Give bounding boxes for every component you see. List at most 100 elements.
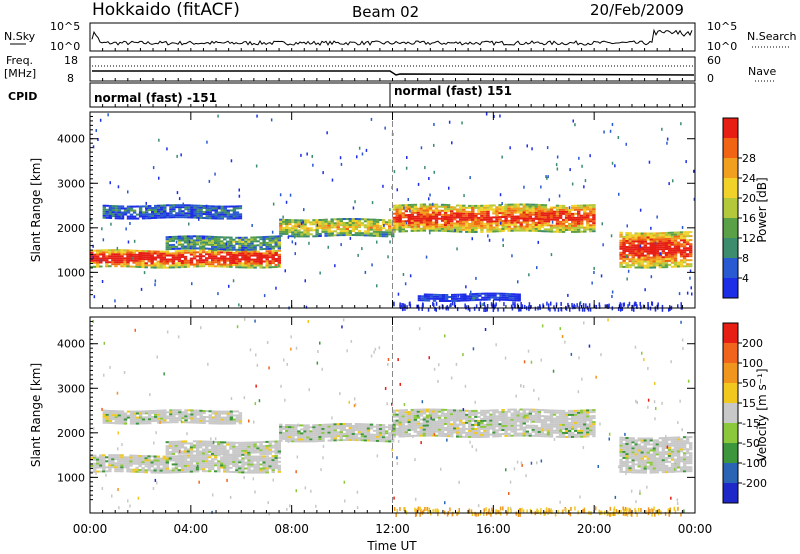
heatmap-cell xyxy=(489,224,493,227)
heatmap-cell xyxy=(564,216,569,219)
heatmap-cell xyxy=(138,420,143,423)
heatmap-cell xyxy=(437,432,442,435)
heatmap-cell xyxy=(670,243,675,246)
heatmap-cell xyxy=(514,304,516,309)
heatmap-cell xyxy=(154,204,158,207)
heatmap-cell xyxy=(475,292,479,295)
heatmap-cell xyxy=(366,425,371,428)
heatmap-cell xyxy=(111,209,116,212)
heatmap-cell xyxy=(202,213,206,215)
heatmap-cell xyxy=(580,222,584,225)
heatmap-cell xyxy=(628,236,632,239)
heatmap-cell xyxy=(232,205,237,208)
heatmap-cell xyxy=(247,445,251,448)
heatmap-cell xyxy=(174,446,179,449)
heatmap-cell xyxy=(244,258,248,261)
heatmap-cell xyxy=(253,240,257,243)
heatmap-cell xyxy=(229,248,233,251)
heatmap-cell xyxy=(531,205,536,208)
heatmap-cell xyxy=(165,260,170,263)
heatmap-cell xyxy=(274,235,278,238)
heatmap-cell xyxy=(498,204,502,207)
heatmap-cell xyxy=(577,212,581,215)
heatmap-cell xyxy=(111,207,116,210)
heatmap-cell xyxy=(166,421,170,424)
heatmap-cell xyxy=(238,240,242,243)
heatmap-cell xyxy=(174,465,179,468)
heatmap-cell xyxy=(159,262,164,265)
heatmap-cell xyxy=(492,431,496,434)
heatmap-cell xyxy=(466,297,470,300)
heatmap-cell xyxy=(169,206,173,209)
heatmap-cell xyxy=(253,258,257,261)
heatmap-cell xyxy=(117,211,122,214)
heatmap-cell xyxy=(504,434,508,437)
heatmap-cell xyxy=(205,209,209,212)
heatmap-cell xyxy=(268,237,272,240)
heatmap-cell xyxy=(434,221,439,224)
heatmap-cell xyxy=(673,265,678,268)
heatmap-cell xyxy=(253,465,257,468)
heatmap-cell xyxy=(643,256,648,259)
heatmap-cell xyxy=(634,258,638,261)
heatmap-cell xyxy=(450,208,454,211)
heatmap-cell xyxy=(129,418,134,421)
heatmap-cell xyxy=(342,232,347,235)
heatmap-cell xyxy=(178,411,182,414)
heatmap-cell xyxy=(241,264,245,267)
heatmap-cell xyxy=(288,223,292,226)
heatmap-cell xyxy=(462,216,466,219)
heatmap-cell xyxy=(649,244,654,247)
heatmap-cell xyxy=(250,264,254,267)
heatmap-cell xyxy=(406,156,408,159)
heatmap-cell xyxy=(501,222,505,224)
heatmap-cell xyxy=(416,225,421,228)
heatmap-cell xyxy=(453,302,456,306)
heatmap-cell xyxy=(181,417,185,420)
heatmap-cell xyxy=(489,427,493,430)
heatmap-cell xyxy=(336,220,340,223)
heatmap-cell xyxy=(470,290,472,294)
heatmap-cell xyxy=(165,236,170,239)
heatmap-cell xyxy=(250,463,254,466)
heatmap-cell xyxy=(409,303,412,308)
heatmap-cell xyxy=(202,211,206,213)
heatmap-cell xyxy=(177,442,182,445)
heatmap-cell xyxy=(201,259,206,262)
heatmap-cell xyxy=(459,415,463,418)
heatmap-cell xyxy=(196,409,200,412)
heatmap-cell xyxy=(229,238,233,241)
heatmap-cell xyxy=(223,213,228,216)
heatmap-cell xyxy=(639,244,642,248)
heatmap-cell xyxy=(673,255,678,258)
heatmap-cell xyxy=(169,411,173,414)
heatmap-cell xyxy=(211,247,215,250)
heatmap-cell xyxy=(117,257,121,260)
heatmap-cell xyxy=(619,241,623,244)
heatmap-cell xyxy=(192,450,197,453)
heatmap-cell xyxy=(366,435,371,438)
heatmap-cell xyxy=(682,239,687,242)
heatmap-cell xyxy=(558,194,561,198)
heatmap-cell xyxy=(151,207,155,209)
heatmap-cell xyxy=(300,233,304,236)
heatmap-cell xyxy=(381,434,386,437)
heatmap-cell xyxy=(192,251,197,254)
heatmap-cell xyxy=(676,243,681,246)
heatmap-cell xyxy=(114,410,119,413)
heatmap-cell xyxy=(288,432,292,435)
heatmap-cell xyxy=(395,415,399,418)
heatmap-cell xyxy=(471,417,475,420)
heatmap-cell xyxy=(398,409,402,412)
heatmap-cell xyxy=(483,435,487,438)
heatmap-cell xyxy=(428,223,433,226)
heatmap-cell xyxy=(180,254,185,256)
heatmap-cell xyxy=(363,423,368,426)
heatmap-cell xyxy=(165,453,170,456)
heatmap-cell xyxy=(205,410,209,413)
heatmap-cell xyxy=(416,434,421,437)
heatmap-cell xyxy=(495,206,499,209)
heatmap-cell xyxy=(90,265,94,268)
heatmap-cell xyxy=(114,466,118,469)
heatmap-cell xyxy=(511,254,513,258)
